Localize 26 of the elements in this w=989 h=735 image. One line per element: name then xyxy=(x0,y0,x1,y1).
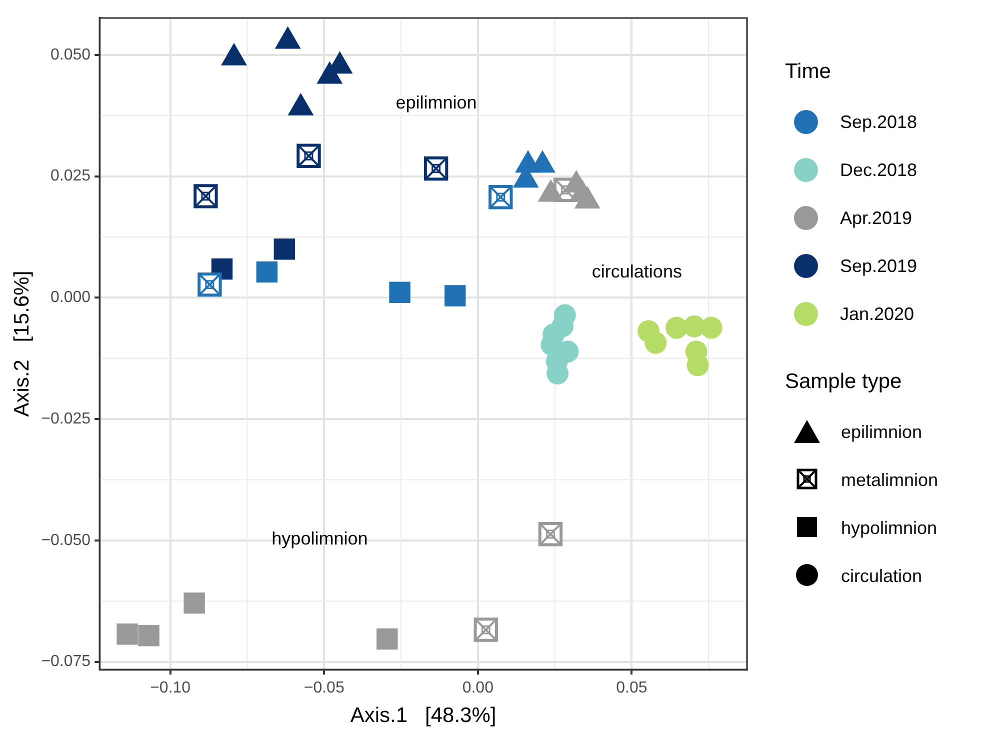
text: Sample type xyxy=(785,370,903,394)
x-axis-title: Axis.1 [48.3%] xyxy=(350,704,496,728)
y-axis-title: Axis.2 [15.6%] xyxy=(10,270,34,417)
text: Sep.2019 xyxy=(840,256,918,276)
y-tick-label: 0.025 xyxy=(50,168,91,185)
x-tick-label: 0.05 xyxy=(616,680,648,697)
y-tick-label: −0.075 xyxy=(41,653,91,670)
y-tick-label: 0.000 xyxy=(50,289,91,306)
annotation: hypolimnion xyxy=(272,528,368,550)
annotation: epilimnion xyxy=(396,92,477,114)
y-tick-label: −0.025 xyxy=(41,410,91,428)
y-tick-label: −0.050 xyxy=(41,532,91,549)
x-tick-label: −0.10 xyxy=(150,680,191,697)
text: hypolimnion xyxy=(841,518,938,538)
text: circulation xyxy=(841,566,922,586)
text: Sep.2018 xyxy=(840,112,918,132)
text: Jan.2020 xyxy=(840,304,914,324)
y-tick-label: 0.050 xyxy=(50,46,91,64)
annotation: circulations xyxy=(592,262,682,283)
text: metalimnion xyxy=(841,470,938,490)
text: Dec.2018 xyxy=(840,160,918,180)
x-tick-label: 0.00 xyxy=(462,680,494,697)
text: epilimnion xyxy=(841,422,922,442)
text: Apr.2019 xyxy=(840,208,912,228)
legend-title: Time xyxy=(785,60,832,84)
x-tick-label: −0.05 xyxy=(304,680,344,697)
